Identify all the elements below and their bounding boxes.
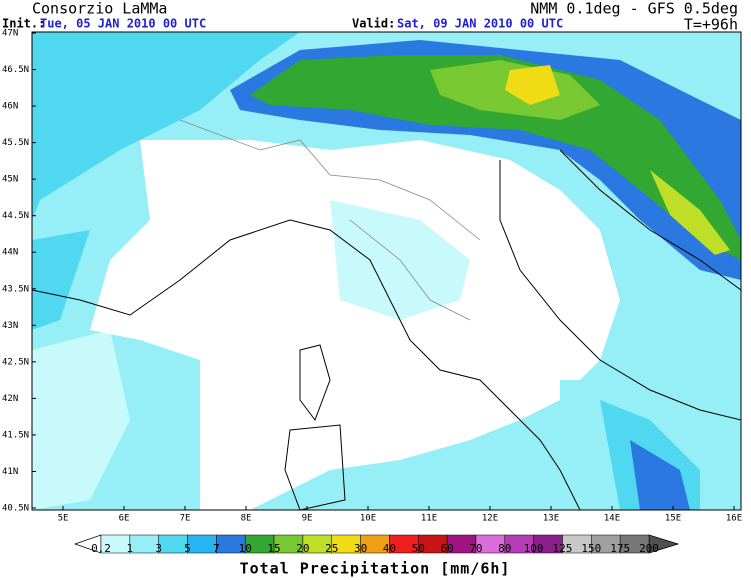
- colorbar-label: 25: [325, 542, 338, 555]
- lat-label: 44N: [2, 248, 18, 258]
- colorbar-swatch: [187, 534, 217, 554]
- lon-label: 9E: [302, 514, 313, 524]
- colorbar-label: 40: [383, 542, 396, 555]
- colorbar-label: 20: [296, 542, 309, 555]
- colorbar-label: 5: [184, 542, 191, 555]
- colorbar-label: 15: [267, 542, 280, 555]
- init-time: Tue, 05 JAN 2010 00 UTC: [40, 17, 206, 31]
- lat-label: 43N: [2, 321, 18, 331]
- lon-label: 5E: [58, 514, 69, 524]
- init-label: Init.:: [2, 17, 45, 31]
- lon-label: 16E: [726, 514, 742, 524]
- lat-label: 45N: [2, 175, 18, 185]
- lon-label: 13E: [543, 514, 559, 524]
- valid-label: Valid:: [352, 17, 395, 31]
- lat-label: 42N: [2, 394, 18, 404]
- colorbar-label: 30: [354, 542, 367, 555]
- lat-label: 47N: [2, 29, 18, 39]
- lat-label: 46.5N: [2, 65, 29, 75]
- colorbar-label: 60: [440, 542, 453, 555]
- forecast-step: T=+96h: [684, 16, 738, 34]
- lon-label: 8E: [241, 514, 252, 524]
- colorbar-label: 3: [155, 542, 162, 555]
- lon-label: 14E: [604, 514, 620, 524]
- lon-label: 6E: [119, 514, 130, 524]
- lon-label: 12E: [482, 514, 498, 524]
- lon-label: 11E: [421, 514, 437, 524]
- colorbar-swatch: [158, 534, 188, 554]
- lat-label: 40.5N: [2, 504, 29, 514]
- colorbar-swatch: [129, 534, 159, 554]
- colorbar-label: 150: [581, 542, 601, 555]
- colorbar-label: 70: [469, 542, 482, 555]
- colorbar-label: 0.2: [91, 542, 111, 555]
- title: Consorzio LaMMa: [32, 0, 167, 18]
- colorbar-label: 200: [639, 542, 659, 555]
- lat-label: 41N: [2, 467, 18, 477]
- colorbar-label: 80: [498, 542, 511, 555]
- lon-label: 7E: [180, 514, 191, 524]
- lat-label: 44.5N: [2, 211, 29, 221]
- lon-label: 15E: [665, 514, 681, 524]
- lat-label: 43.5N: [2, 284, 29, 294]
- colorbar-label: 175: [610, 542, 630, 555]
- colorbar-swatch: [619, 534, 650, 554]
- valid-time: Sat, 09 JAN 2010 00 UTC: [397, 17, 563, 31]
- colorbar-label: 1: [127, 542, 134, 555]
- colorbar-label: 7: [213, 542, 220, 555]
- colorbar-label: 50: [412, 542, 425, 555]
- colorbar-label: 10: [239, 542, 252, 555]
- model-info: NMM 0.1deg - GFS 0.5deg: [530, 0, 738, 18]
- lat-label: 41.5N: [2, 430, 29, 440]
- lon-label: 10E: [360, 514, 376, 524]
- colorbar-title: Total Precipitation [mm/6h]: [240, 560, 511, 578]
- lat-label: 45.5N: [2, 138, 29, 148]
- map-field: [31, 31, 742, 511]
- colorbar-label: 100: [524, 542, 544, 555]
- lat-label: 46N: [2, 102, 18, 112]
- lat-label: 42.5N: [2, 357, 29, 367]
- colorbar-label: 125: [553, 542, 573, 555]
